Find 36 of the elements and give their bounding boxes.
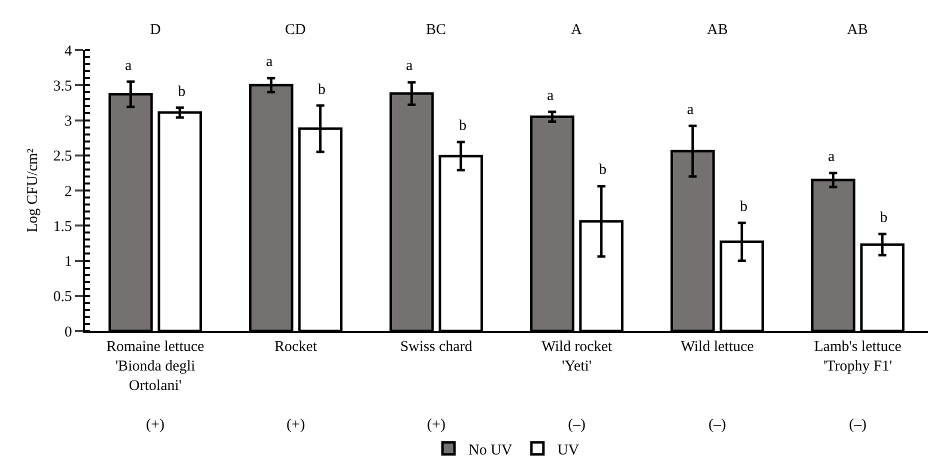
category-label: Wild lettuce (–) [680,339,754,433]
data-label: a [406,58,413,74]
data-label: b [880,210,888,226]
category-label: Wild rocket 'Yeti' (–) [541,339,612,433]
text: D [150,22,161,38]
data-label: b [178,84,186,100]
category-label: Romaine lettuce 'Bionda degli Ortolani' (+) [106,339,204,433]
data-label: b [599,162,606,178]
legend-label: No UV [468,442,512,458]
category-label: Rocket (+) [274,339,317,433]
data-label: a [266,54,273,70]
text: AB [707,22,728,38]
y-tick-label: 3.5 [53,78,72,94]
category-label: Swiss chard (+) [400,339,472,433]
y-tick-label: 1.5 [53,218,72,235]
y-tick-label: 0 [64,324,72,340]
data-label: a [828,149,835,165]
legend-label: UV [557,442,580,458]
data-label: a [687,102,694,118]
y-tick-label: 4 [64,43,72,60]
text: A [571,22,582,38]
y-tick-label: 1 [64,254,72,270]
category-label: Lamb's lettuce 'Trophy F1' (–) [814,339,902,433]
data-label: b [740,199,748,215]
y-tick-label: 3 [64,114,72,130]
y-axis-title: Log CFU/cm² [25,148,41,233]
data-label: a [547,88,554,104]
data-label: a [125,58,132,74]
y-tick-label: 2 [64,184,72,200]
text: AB [847,22,868,38]
data-label: b [318,82,326,98]
text: BC [426,22,446,38]
text: CD [285,22,306,38]
y-tick-label: 2.5 [53,148,72,165]
y-tick-label: 0.5 [53,289,72,306]
data-label: b [459,118,466,134]
